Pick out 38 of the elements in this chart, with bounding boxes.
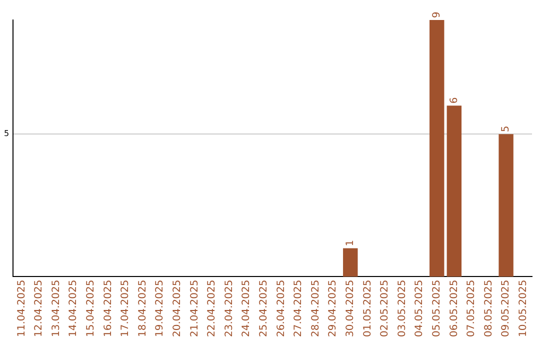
x-tick-label: 24.04.2025 [241,280,252,338]
x-tick-label: 13.04.2025 [50,280,62,338]
x-tick-label: 10.05.2025 [518,280,529,338]
x-tick-label: 28.04.2025 [310,280,322,338]
x-tick-label: 21.04.2025 [189,280,200,338]
x-tick-label: 25.04.2025 [258,280,270,338]
x-tick-label: 30.04.2025 [344,280,356,338]
x-tick-label: 17.04.2025 [120,280,132,338]
x-tick-label: 04.05.2025 [414,280,426,338]
x-tick-label: 09.05.2025 [500,280,512,338]
data-label: 6 [448,97,460,104]
x-tick-label: 12.04.2025 [34,280,45,338]
x-tick-label: 27.04.2025 [293,280,304,338]
data-label: 9 [431,12,442,18]
bar [343,248,358,277]
x-tick-label: 08.05.2025 [483,280,494,338]
x-tick-label: 07.05.2025 [466,280,478,338]
x-tick-label: 26.04.2025 [276,280,287,338]
x-tick-label: 20.04.2025 [172,280,184,338]
x-tick-label: 23.04.2025 [224,280,235,338]
bar [498,134,514,277]
data-label: 5 [500,126,512,132]
x-tick-label: 02.05.2025 [380,280,391,338]
data-label: 1 [344,240,356,246]
x-tick-label: 05.05.2025 [431,280,442,338]
x-tick-label: 29.04.2025 [328,280,339,338]
x-tick-label: 14.04.2025 [68,280,80,338]
x-tick-label: 16.04.2025 [102,280,114,338]
bar [446,106,462,277]
bar [430,20,444,277]
x-tick-label: 03.05.2025 [396,280,408,338]
x-tick-label: 15.04.2025 [86,280,97,338]
x-tick-label: 18.04.2025 [137,280,148,338]
x-tick-label: 01.05.2025 [362,280,374,338]
x-tick-label: 22.04.2025 [206,280,218,338]
x-tick-label: 19.04.2025 [154,280,166,338]
x-tick-label: 06.05.2025 [448,280,460,338]
x-tick-label: 11.04.2025 [16,280,28,338]
